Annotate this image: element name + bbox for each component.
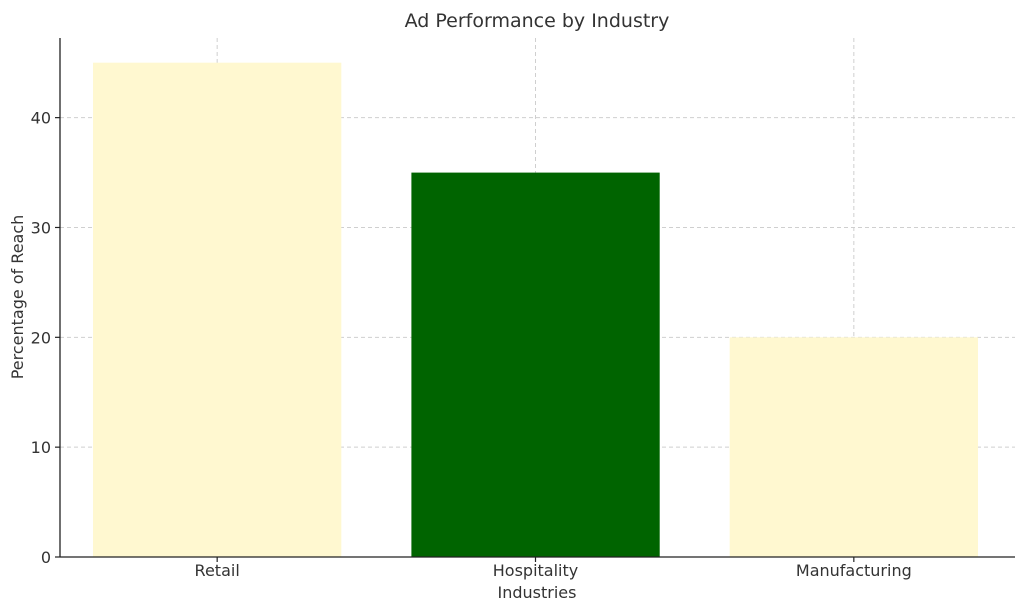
chart-title: Ad Performance by Industry [405,10,670,32]
bar-retail [93,62,342,557]
y-tick-label: 30 [31,218,51,237]
y-tick-label: 20 [31,328,51,347]
x-tick-label: Hospitality [493,561,578,580]
y-tick-label: 0 [41,548,51,567]
axes [55,38,1015,562]
bar-hospitality [411,172,660,557]
x-tick-label: Retail [195,561,240,580]
x-tick-label: Manufacturing [796,561,912,580]
bar-manufacturing [729,337,978,557]
y-tick-label: 10 [31,438,51,457]
tick-labels: 0 10 20 30 40 Retail Hospitality Manufacturing [31,109,912,580]
y-tick-label: 40 [31,109,51,128]
x-axis-title: Industries [498,583,577,602]
bars [93,62,978,557]
y-axis-title: Percentage of Reach [8,215,27,380]
